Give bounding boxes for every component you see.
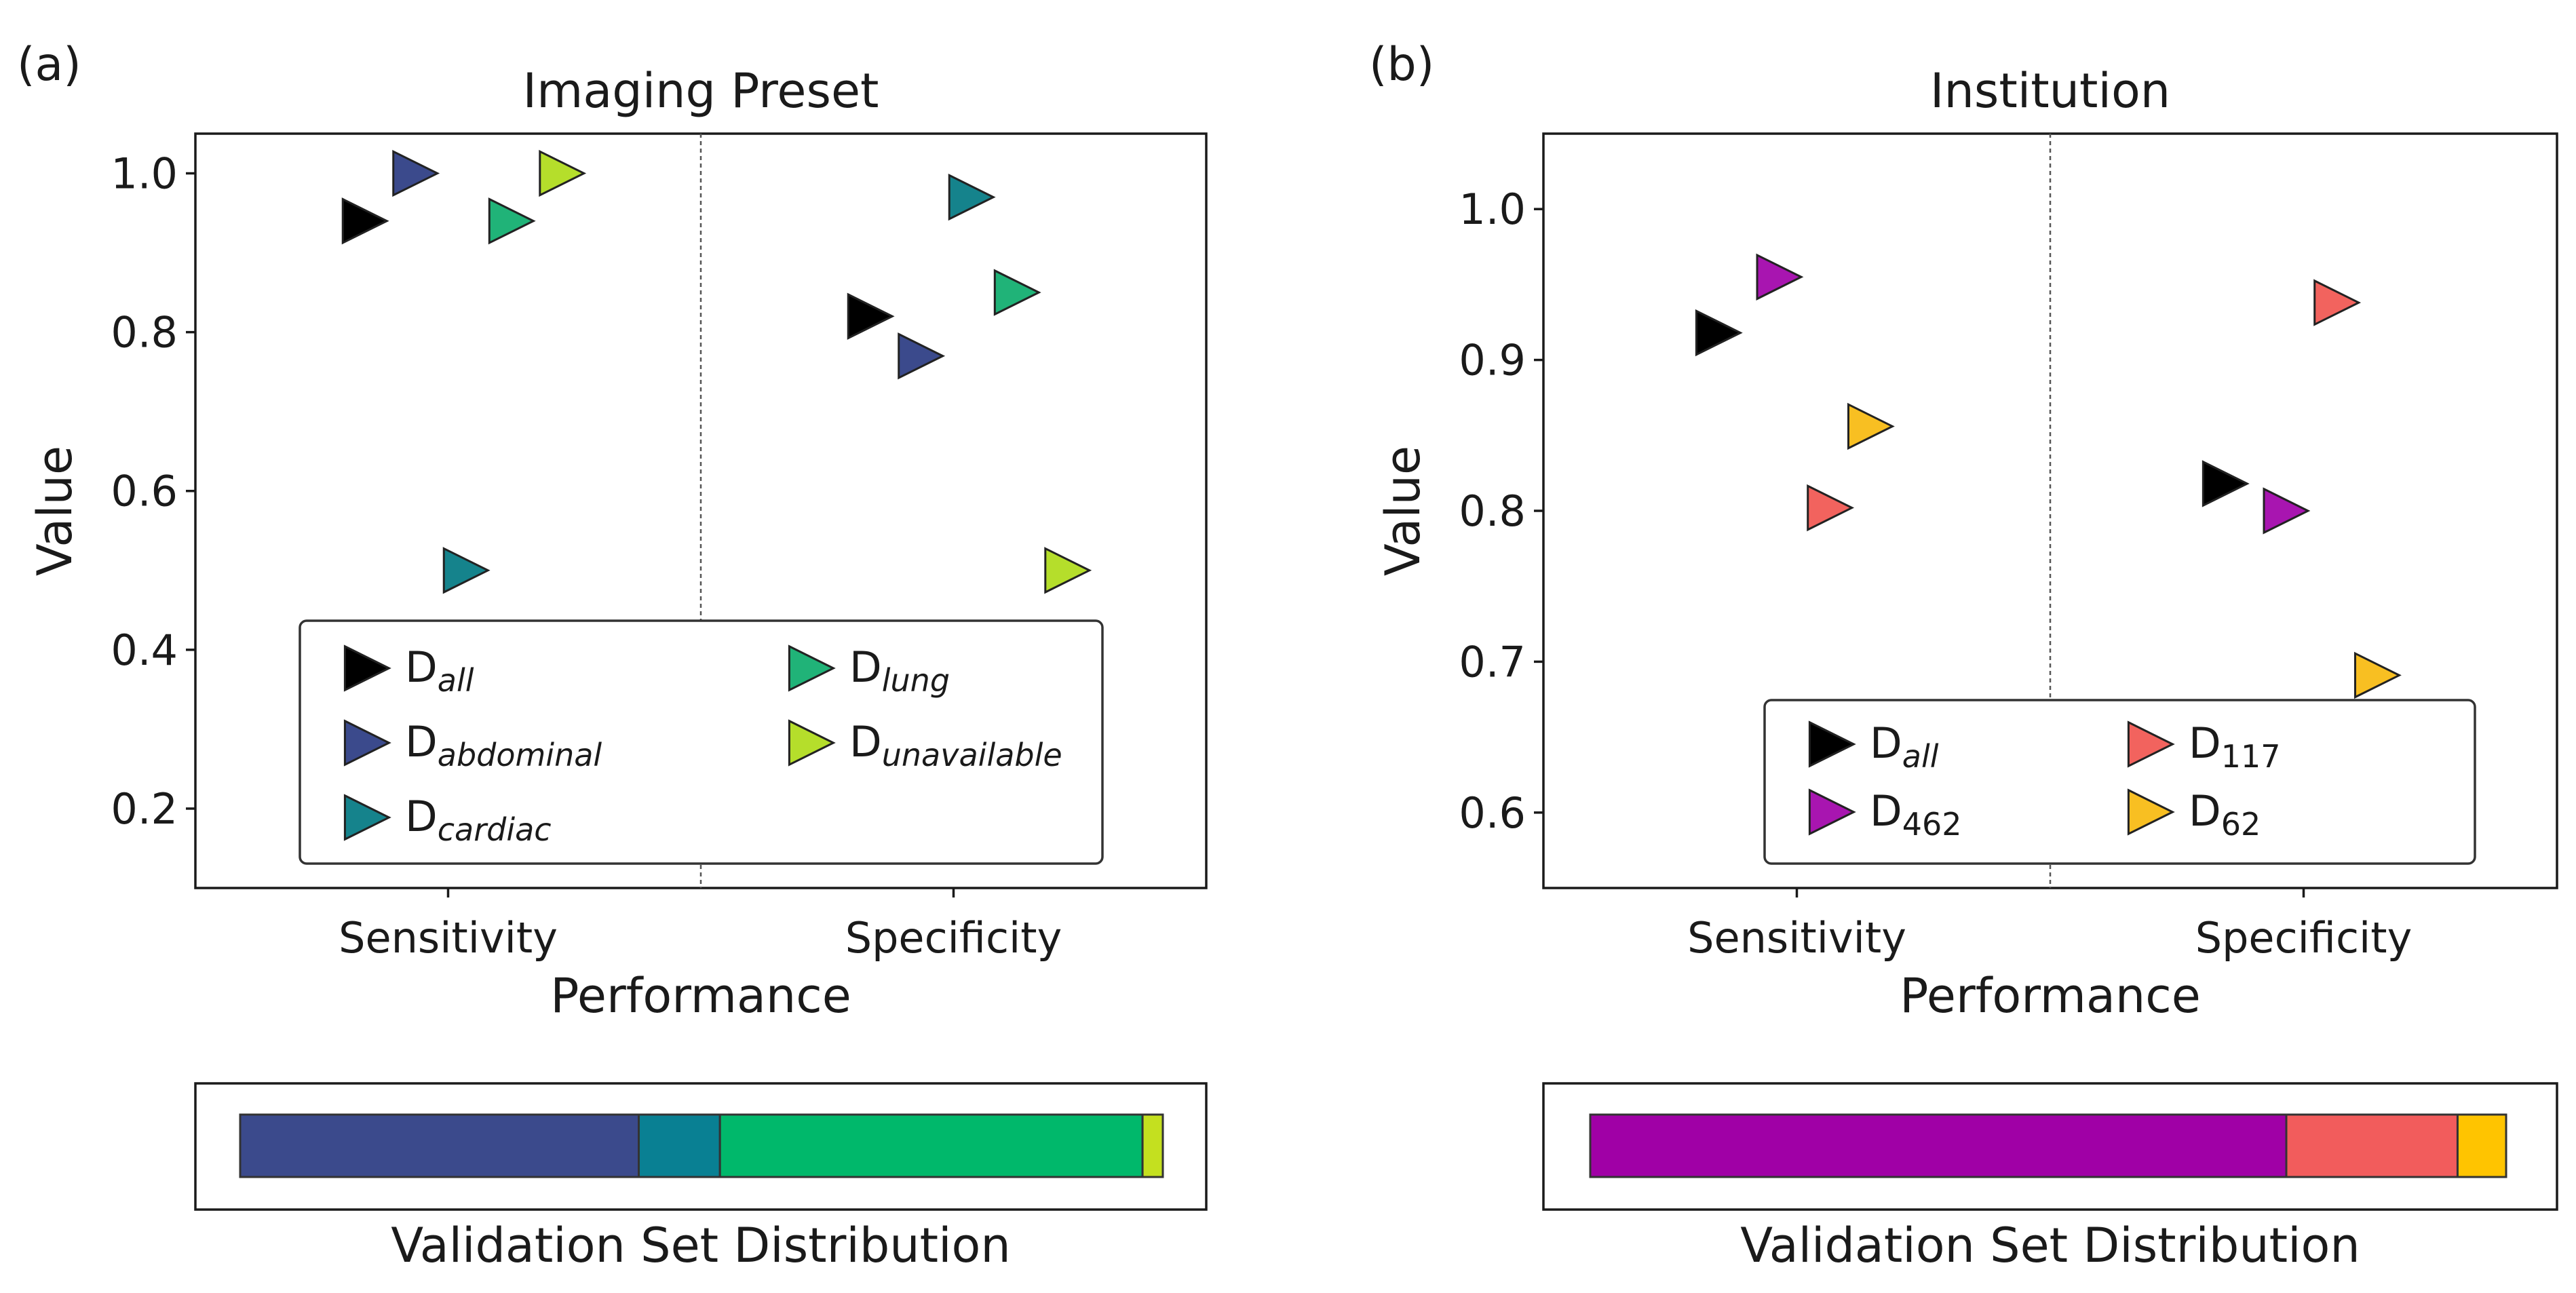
marker-lung-sensitivity [488, 197, 536, 245]
x-axis-label: Performance [550, 968, 851, 1024]
panel-a: (a) Imaging Preset 0.2 0.4 0.6 0.8 1.0 Sensi… [17, 38, 1208, 1273]
legend-marker [1808, 720, 1856, 768]
legend-marker [788, 719, 836, 767]
marker-cardiac-sensitivity [442, 547, 491, 594]
legend-marker [343, 794, 391, 841]
distribution-segment [1589, 1113, 2288, 1178]
y-tick-label: 1.0 [1459, 185, 1526, 234]
y-axis: 0.6 0.7 0.8 0.9 1.0 [1459, 185, 1543, 838]
marker-all-sensitivity [1695, 309, 1743, 357]
marker-62-sensitivity [1847, 402, 1895, 450]
marker-117-specificity [2313, 279, 2362, 326]
distribution-segment [718, 1113, 1144, 1178]
chart-title: Imaging Preset [523, 63, 879, 119]
legend-marker [343, 719, 391, 767]
panel-b: (b) Institution 0.6 0.7 0.8 0.9 1.0 Sensitiv… [1369, 38, 2558, 1273]
marker-lung-specificity [993, 269, 1041, 316]
y-axis-label: Value [27, 446, 83, 576]
distribution-segment [2285, 1113, 2459, 1178]
y-tick-label: 0.2 [111, 784, 178, 834]
chart-title: Institution [1930, 63, 2170, 119]
y-tick-label: 0.4 [111, 625, 178, 675]
distribution-bar [1542, 1082, 2558, 1211]
legend-marker [2127, 720, 2175, 768]
data-markers [341, 149, 1092, 594]
y-tick-label: 0.8 [1459, 486, 1526, 536]
legend-marker [1808, 788, 1856, 836]
marker-all-specificity [847, 292, 895, 340]
x-tick-label: Specificity [845, 913, 1062, 963]
y-tick-label: 0.9 [1459, 336, 1526, 385]
marker-cardiac-specificity [948, 173, 996, 221]
distribution-bar [194, 1082, 1208, 1211]
distribution-frame [1542, 1082, 2558, 1211]
distribution-label: Validation Set Distribution [1740, 1218, 2360, 1273]
x-tick-label: Sensitivity [1687, 913, 1906, 963]
marker-unavailable-sensitivity [539, 149, 587, 197]
marker-117-sensitivity [1807, 484, 1855, 532]
legend-marker [343, 644, 391, 692]
y-axis: 0.2 0.4 0.6 0.8 1.0 [111, 149, 195, 834]
x-axis-label: Performance [1900, 968, 2201, 1024]
distribution-frame [194, 1082, 1208, 1211]
x-axis: Sensitivity Specificity [339, 888, 1062, 963]
y-tick-label: 0.6 [111, 467, 178, 516]
legend-marker [2127, 788, 2175, 836]
marker-abdominal-sensitivity [392, 149, 440, 197]
distribution-segment [638, 1113, 721, 1178]
y-tick-label: 0.8 [111, 308, 178, 358]
marker-62-specificity [2353, 651, 2402, 699]
y-tick-label: 0.7 [1459, 637, 1526, 687]
marker-462-sensitivity [1756, 253, 1804, 301]
data-markers [1695, 253, 2402, 699]
x-tick-label: Specificity [2195, 913, 2412, 963]
y-tick-label: 1.0 [111, 149, 178, 199]
distribution-segment [2456, 1113, 2507, 1178]
marker-unavailable-specificity [1044, 547, 1092, 594]
y-axis-label: Value [1375, 446, 1431, 576]
marker-462-specificity [2263, 487, 2311, 535]
x-axis: Sensitivity Specificity [1687, 888, 2412, 963]
marker-all-sensitivity [341, 197, 389, 245]
marker-all-specificity [2202, 460, 2250, 507]
x-tick-label: Sensitivity [339, 913, 558, 963]
legend-entry: D117 [2189, 718, 2281, 775]
panel-label: (a) [17, 38, 81, 92]
marker-abdominal-specificity [898, 332, 946, 380]
legend-marker [788, 644, 836, 692]
panel-label: (b) [1369, 38, 1434, 92]
legend-box [1763, 699, 2476, 865]
distribution-segment [239, 1113, 640, 1178]
distribution-segment [1141, 1113, 1164, 1178]
distribution-label: Validation Set Distribution [391, 1218, 1011, 1273]
legend-box [299, 619, 1104, 865]
y-tick-label: 0.6 [1459, 788, 1526, 838]
